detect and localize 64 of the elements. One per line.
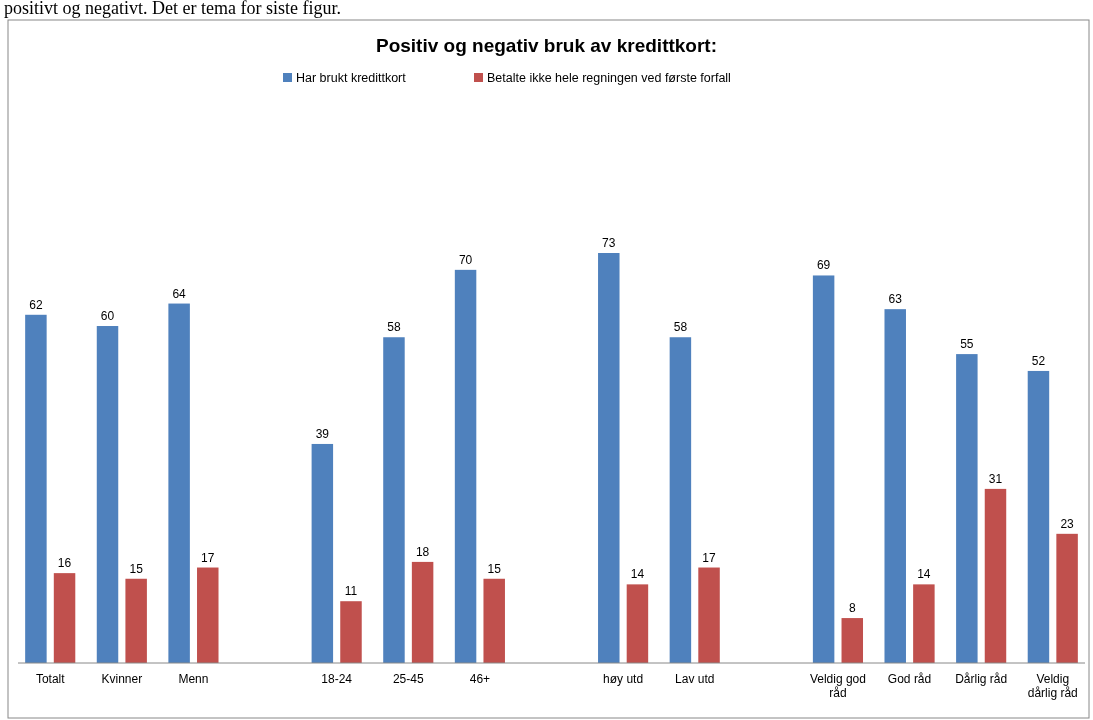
data-label: 15 bbox=[129, 561, 144, 576]
data-label: 58 bbox=[387, 320, 401, 335]
bar bbox=[25, 314, 47, 663]
data-label: 52 bbox=[1031, 353, 1046, 368]
data-label: 11 bbox=[344, 584, 358, 599]
data-label: 39 bbox=[315, 426, 330, 441]
bar bbox=[1027, 370, 1050, 663]
x-tick-label: Dårlig råd bbox=[955, 672, 1008, 686]
bar bbox=[841, 618, 864, 663]
bar bbox=[483, 578, 505, 663]
bar bbox=[96, 326, 119, 663]
bar bbox=[125, 578, 147, 663]
bar bbox=[1056, 533, 1078, 663]
text: positivt og negativt. Det er tema for siste figur. bbox=[4, 0, 341, 18]
x-tick-label: Totalt bbox=[35, 672, 66, 686]
data-label: 31 bbox=[988, 471, 1003, 486]
data-label: 64 bbox=[172, 286, 187, 301]
data-label: 8 bbox=[848, 601, 856, 616]
bar bbox=[311, 443, 334, 663]
data-label: 73 bbox=[602, 236, 616, 250]
x-tick-label: Lav utd bbox=[675, 672, 715, 686]
bar bbox=[626, 584, 649, 663]
x-tick-label: Kvinner bbox=[101, 672, 143, 686]
x-tick-label: God råd bbox=[887, 672, 932, 686]
bar bbox=[383, 337, 405, 663]
data-label: 16 bbox=[57, 556, 72, 571]
data-label: 17 bbox=[201, 550, 215, 565]
bar bbox=[168, 303, 190, 663]
legend-label: Har brukt kredittkort bbox=[296, 71, 407, 85]
x-tick-label: 46+ bbox=[469, 672, 491, 686]
data-label: 17 bbox=[702, 550, 717, 565]
x-tick-label: 18-24 bbox=[321, 672, 353, 686]
data-label: 60 bbox=[100, 309, 115, 324]
bar bbox=[197, 567, 219, 663]
bar bbox=[598, 253, 620, 663]
data-label: 15 bbox=[487, 561, 502, 576]
x-tick-label: 25-45 bbox=[392, 672, 424, 686]
x-tick-label: Veldig god råd bbox=[809, 672, 866, 700]
bar bbox=[956, 354, 978, 663]
bar bbox=[53, 573, 76, 663]
bar bbox=[669, 337, 692, 663]
data-label: 14 bbox=[630, 567, 645, 582]
data-label: 63 bbox=[888, 292, 903, 307]
legend-label: Betalte ikke hele regningen ved første forfall bbox=[487, 71, 731, 85]
data-label: 55 bbox=[960, 337, 974, 352]
bar bbox=[884, 309, 906, 663]
chart-title: Positiv og negativ bruk av kredittkort: bbox=[375, 35, 718, 56]
data-label: 14 bbox=[917, 567, 931, 582]
x-tick-label: høy utd bbox=[603, 672, 644, 686]
bar bbox=[812, 275, 835, 663]
data-label: 62 bbox=[29, 297, 43, 312]
bar bbox=[340, 601, 362, 663]
x-tick-label: Veldig dårlig råd bbox=[1027, 672, 1078, 700]
data-label: 70 bbox=[458, 252, 473, 267]
bar bbox=[411, 561, 434, 663]
data-label: 23 bbox=[1060, 516, 1075, 531]
data-label: 18 bbox=[415, 544, 430, 559]
bar bbox=[984, 488, 1007, 663]
data-label: 58 bbox=[673, 320, 688, 335]
bar bbox=[698, 567, 720, 663]
data-label: 69 bbox=[816, 258, 831, 273]
x-tick-label: Menn bbox=[178, 672, 209, 686]
bar bbox=[454, 269, 477, 663]
bar bbox=[913, 584, 935, 663]
